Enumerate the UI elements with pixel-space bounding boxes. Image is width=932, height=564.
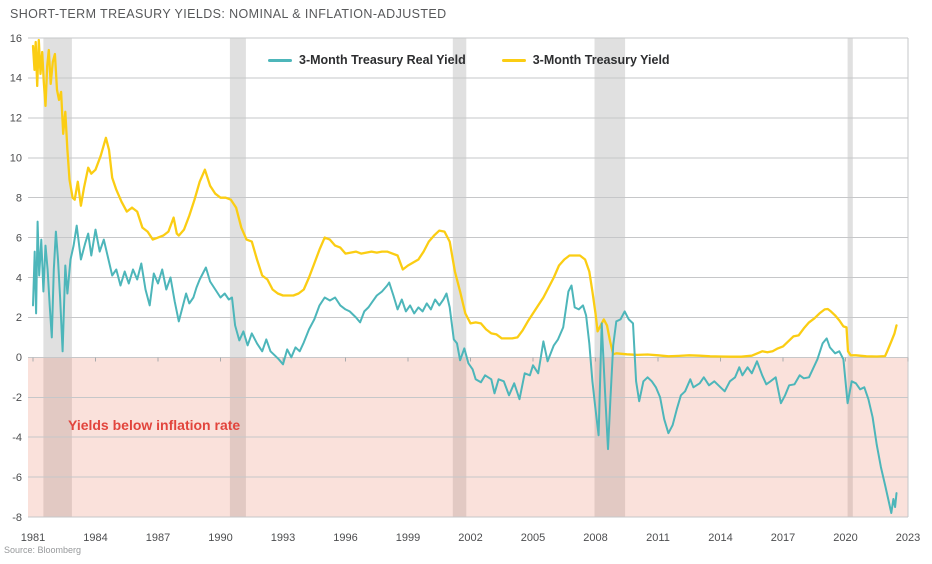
x-tick-label: 2008 — [583, 532, 607, 544]
x-tick-label: 2014 — [708, 532, 732, 544]
x-tick-label: 2020 — [833, 532, 857, 544]
below-inflation-annotation: Yields below inflation rate — [68, 417, 241, 433]
y-tick-label: 6 — [16, 232, 22, 244]
x-tick-label: 2002 — [458, 532, 482, 544]
legend-item-nominal-yield: 3-Month Treasury Yield — [501, 53, 670, 67]
y-tick-label: -8 — [12, 512, 22, 524]
y-tick-label: 14 — [10, 73, 22, 85]
chart-legend: 3-Month Treasury Real Yield 3-Month Trea… — [268, 53, 670, 67]
real-yield-line — [32, 220, 898, 514]
x-tick-label: 1990 — [208, 532, 232, 544]
y-tick-label: -6 — [12, 472, 22, 484]
x-tick-label: 2017 — [771, 532, 795, 544]
x-tick-label: 1987 — [146, 532, 170, 544]
y-tick-label: -2 — [12, 392, 22, 404]
real-yield-line-swatch — [268, 58, 292, 62]
legend-label-nominal-yield: 3-Month Treasury Yield — [532, 53, 670, 67]
nominal-yield-line — [31, 38, 898, 358]
source-credit: Source: Bloomberg — [4, 545, 82, 555]
x-tick-label: 2005 — [521, 532, 545, 544]
page-title: SHORT-TERM TREASURY YIELDS: NOMINAL & IN… — [10, 7, 447, 21]
y-tick-label: 8 — [16, 193, 22, 205]
x-tick-label: 1984 — [83, 532, 107, 544]
x-tick-label: 1993 — [271, 532, 295, 544]
y-tick-label: 16 — [10, 33, 22, 45]
y-tick-label: 10 — [10, 153, 22, 165]
legend-item-real-yield: 3-Month Treasury Real Yield — [268, 53, 466, 67]
y-tick-label: -4 — [12, 432, 22, 444]
y-tick-label: 4 — [16, 272, 22, 284]
x-tick-label: 2023 — [896, 532, 920, 544]
legend-label-real-yield: 3-Month Treasury Real Yield — [299, 53, 466, 67]
x-tick-label: 1996 — [333, 532, 357, 544]
x-tick-label: 1981 — [21, 532, 45, 544]
nominal-yield-line-swatch — [501, 58, 526, 62]
y-tick-label: 0 — [16, 352, 22, 364]
x-tick-label: 2011 — [646, 532, 670, 544]
y-tick-label: 12 — [10, 113, 22, 125]
x-tick-label: 1999 — [396, 532, 420, 544]
y-tick-label: 2 — [16, 312, 22, 324]
